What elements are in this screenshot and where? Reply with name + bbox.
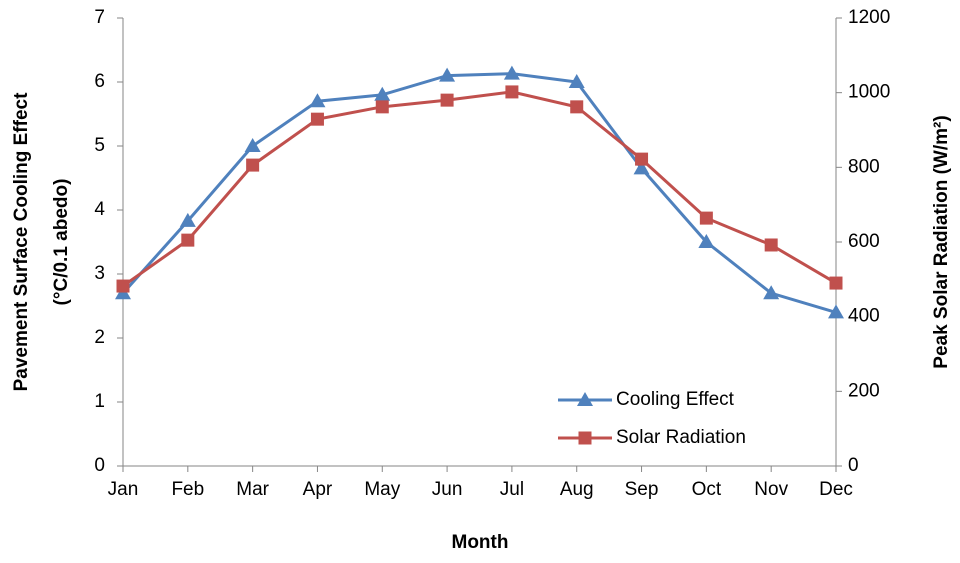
y-tick-label: 3 [94, 263, 105, 284]
marker [244, 138, 261, 152]
x-tick-label: Aug [560, 479, 594, 500]
marker [578, 431, 592, 445]
x-tick-label: Apr [303, 479, 333, 500]
y2-tick-label: 400 [848, 306, 880, 327]
x-tick-label: Mar [236, 479, 269, 500]
marker [829, 276, 843, 290]
y2-tick-label: 600 [848, 231, 880, 252]
x-tick-label: Nov [754, 479, 788, 500]
marker [763, 285, 780, 300]
y-tick-label: 4 [94, 199, 105, 220]
marker [505, 85, 519, 99]
marker [440, 93, 454, 107]
y-tick-label: 1 [94, 391, 105, 412]
y2-tick-label: 800 [848, 156, 880, 177]
y-tick-label: 2 [94, 327, 105, 348]
y-axis-label: Pavement Surface Cooling Effect [11, 92, 32, 391]
marker [828, 304, 844, 319]
marker [310, 112, 324, 126]
marker [503, 65, 520, 80]
y-tick-label: 6 [94, 71, 105, 92]
y-tick-label: 0 [94, 455, 105, 476]
y2-tick-label: 200 [848, 380, 880, 401]
y2-tick-label: 1200 [848, 7, 890, 28]
y2-tick-label: 0 [848, 455, 859, 476]
y-tick-label: 5 [94, 135, 105, 156]
y2-tick-label: 1000 [848, 82, 890, 103]
marker [633, 160, 650, 175]
x-axis-label: Month [452, 532, 509, 553]
x-tick-label: Sep [625, 479, 659, 500]
marker [116, 279, 130, 293]
x-tick-label: Jan [108, 479, 139, 500]
marker [570, 100, 584, 114]
legend-label: Cooling Effect [616, 389, 735, 410]
x-tick-label: May [364, 479, 400, 500]
marker [635, 152, 649, 166]
x-tick-label: Feb [171, 479, 204, 500]
marker [181, 233, 195, 247]
marker [568, 74, 585, 88]
marker [439, 67, 456, 82]
y-axis-label: (°C/0.1 abedo) [51, 179, 72, 306]
series-line [121, 72, 837, 314]
marker [179, 212, 196, 227]
x-tick-label: Oct [692, 479, 722, 500]
marker [246, 158, 260, 172]
marker [577, 392, 593, 406]
marker [698, 234, 715, 248]
legend-label: Solar Radiation [616, 427, 746, 448]
x-tick-label: Dec [819, 479, 853, 500]
x-tick-label: Jul [500, 479, 524, 500]
x-tick-label: Jun [432, 479, 463, 500]
series-line [122, 90, 837, 288]
y2-axis-label: Peak Solar Radiation (W/m²) [931, 115, 952, 368]
marker [374, 86, 391, 101]
marker [764, 238, 778, 252]
marker [309, 93, 326, 108]
y-tick-label: 7 [94, 7, 105, 28]
marker [375, 100, 389, 114]
marker [699, 211, 713, 225]
